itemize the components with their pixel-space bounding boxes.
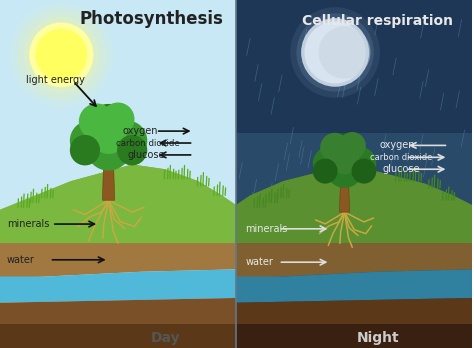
Text: carbon dioxide: carbon dioxide [116, 139, 179, 148]
Polygon shape [236, 0, 472, 134]
Polygon shape [236, 324, 472, 348]
Polygon shape [0, 0, 236, 348]
Circle shape [17, 9, 106, 100]
Circle shape [320, 133, 349, 163]
Circle shape [117, 135, 147, 165]
Text: Photosynthesis: Photosynthesis [79, 10, 223, 28]
Polygon shape [0, 165, 236, 243]
Polygon shape [236, 269, 472, 303]
Circle shape [84, 104, 133, 153]
Circle shape [301, 18, 369, 87]
Circle shape [330, 144, 359, 174]
Text: Cellular respiration: Cellular respiration [302, 15, 453, 29]
Text: minerals: minerals [7, 219, 49, 229]
Circle shape [9, 2, 113, 107]
Polygon shape [0, 269, 236, 303]
Polygon shape [236, 167, 472, 243]
Text: glucose: glucose [128, 150, 165, 160]
Polygon shape [236, 0, 472, 348]
Circle shape [70, 135, 100, 165]
Circle shape [352, 159, 376, 184]
Text: water: water [7, 255, 35, 265]
Circle shape [108, 121, 147, 161]
Text: oxygen: oxygen [123, 126, 158, 136]
Polygon shape [0, 324, 236, 348]
Circle shape [29, 22, 93, 87]
Text: light energy: light energy [26, 75, 85, 85]
Circle shape [339, 132, 366, 159]
Text: water: water [246, 257, 273, 267]
Text: oxygen: oxygen [380, 140, 415, 150]
Polygon shape [236, 243, 472, 279]
Circle shape [101, 103, 135, 136]
Circle shape [86, 125, 131, 171]
Polygon shape [0, 165, 236, 258]
Circle shape [324, 133, 365, 174]
Circle shape [79, 103, 115, 140]
Circle shape [304, 22, 366, 84]
Circle shape [313, 159, 337, 184]
Text: carbon dioxide: carbon dioxide [371, 153, 433, 162]
Circle shape [290, 7, 380, 98]
Polygon shape [236, 298, 472, 324]
Text: Day: Day [150, 331, 180, 345]
Polygon shape [339, 179, 349, 212]
Text: minerals: minerals [246, 224, 288, 234]
Polygon shape [0, 243, 236, 279]
Circle shape [319, 26, 371, 79]
Circle shape [313, 147, 346, 180]
Circle shape [344, 147, 376, 180]
Circle shape [70, 121, 109, 161]
Circle shape [36, 29, 87, 81]
Circle shape [296, 13, 374, 92]
Polygon shape [236, 167, 472, 258]
Polygon shape [0, 298, 236, 324]
Text: Night: Night [356, 331, 399, 345]
Polygon shape [102, 160, 115, 200]
Text: glucose: glucose [383, 164, 420, 174]
Circle shape [91, 118, 127, 154]
Circle shape [24, 17, 99, 93]
Circle shape [326, 150, 363, 188]
